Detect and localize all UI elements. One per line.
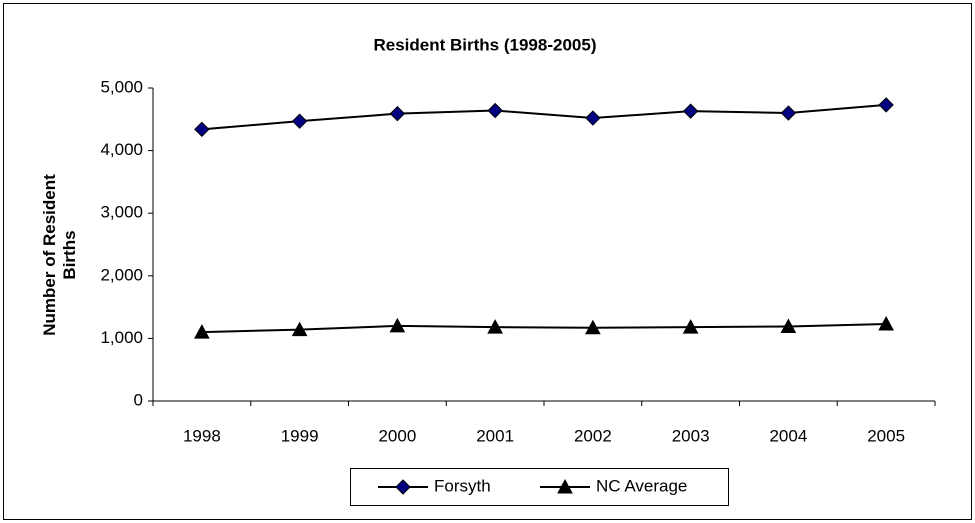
data-point <box>194 324 210 339</box>
x-tick-label: 1998 <box>183 426 221 445</box>
data-point <box>389 105 406 122</box>
data-point <box>878 97 894 113</box>
y-tick-label: 0 <box>134 390 143 409</box>
series-line <box>201 323 887 334</box>
data-point <box>585 319 601 335</box>
legend-marker <box>557 478 573 494</box>
data-point <box>291 113 308 129</box>
legend-label: Forsyth <box>434 476 491 495</box>
y-tick-label: 4,000 <box>100 140 143 159</box>
x-tick-label: 2005 <box>867 426 905 445</box>
legend-label: NC Average <box>596 476 687 495</box>
data-point <box>780 318 797 334</box>
data-point <box>682 103 699 119</box>
data-point <box>585 110 601 126</box>
x-tick-label: 2001 <box>476 426 514 445</box>
data-point <box>780 105 797 121</box>
y-axis-label: Number of Resident Births <box>40 174 79 336</box>
legend-marker <box>395 479 411 495</box>
chart-border <box>3 3 972 520</box>
x-tick-label: 2003 <box>672 426 710 445</box>
y-tick-label: 2,000 <box>100 265 143 284</box>
data-point <box>682 319 699 334</box>
x-tick-label: 2002 <box>574 426 612 445</box>
data-point <box>878 315 894 331</box>
y-tick-label: 3,000 <box>100 203 143 222</box>
series-line <box>201 103 887 131</box>
x-tick-label: 2000 <box>378 426 416 445</box>
y-tick-label: 1,000 <box>100 328 143 347</box>
x-tick-label: 2004 <box>769 426 807 445</box>
data-point <box>389 317 406 333</box>
data-point <box>487 319 503 334</box>
data-point <box>194 121 210 138</box>
y-tick-label: 5,000 <box>100 77 143 96</box>
x-tick-label: 1999 <box>281 426 319 445</box>
data-point <box>291 321 308 337</box>
chart-title: Resident Births (1998-2005) <box>374 35 597 54</box>
data-point <box>487 102 503 119</box>
